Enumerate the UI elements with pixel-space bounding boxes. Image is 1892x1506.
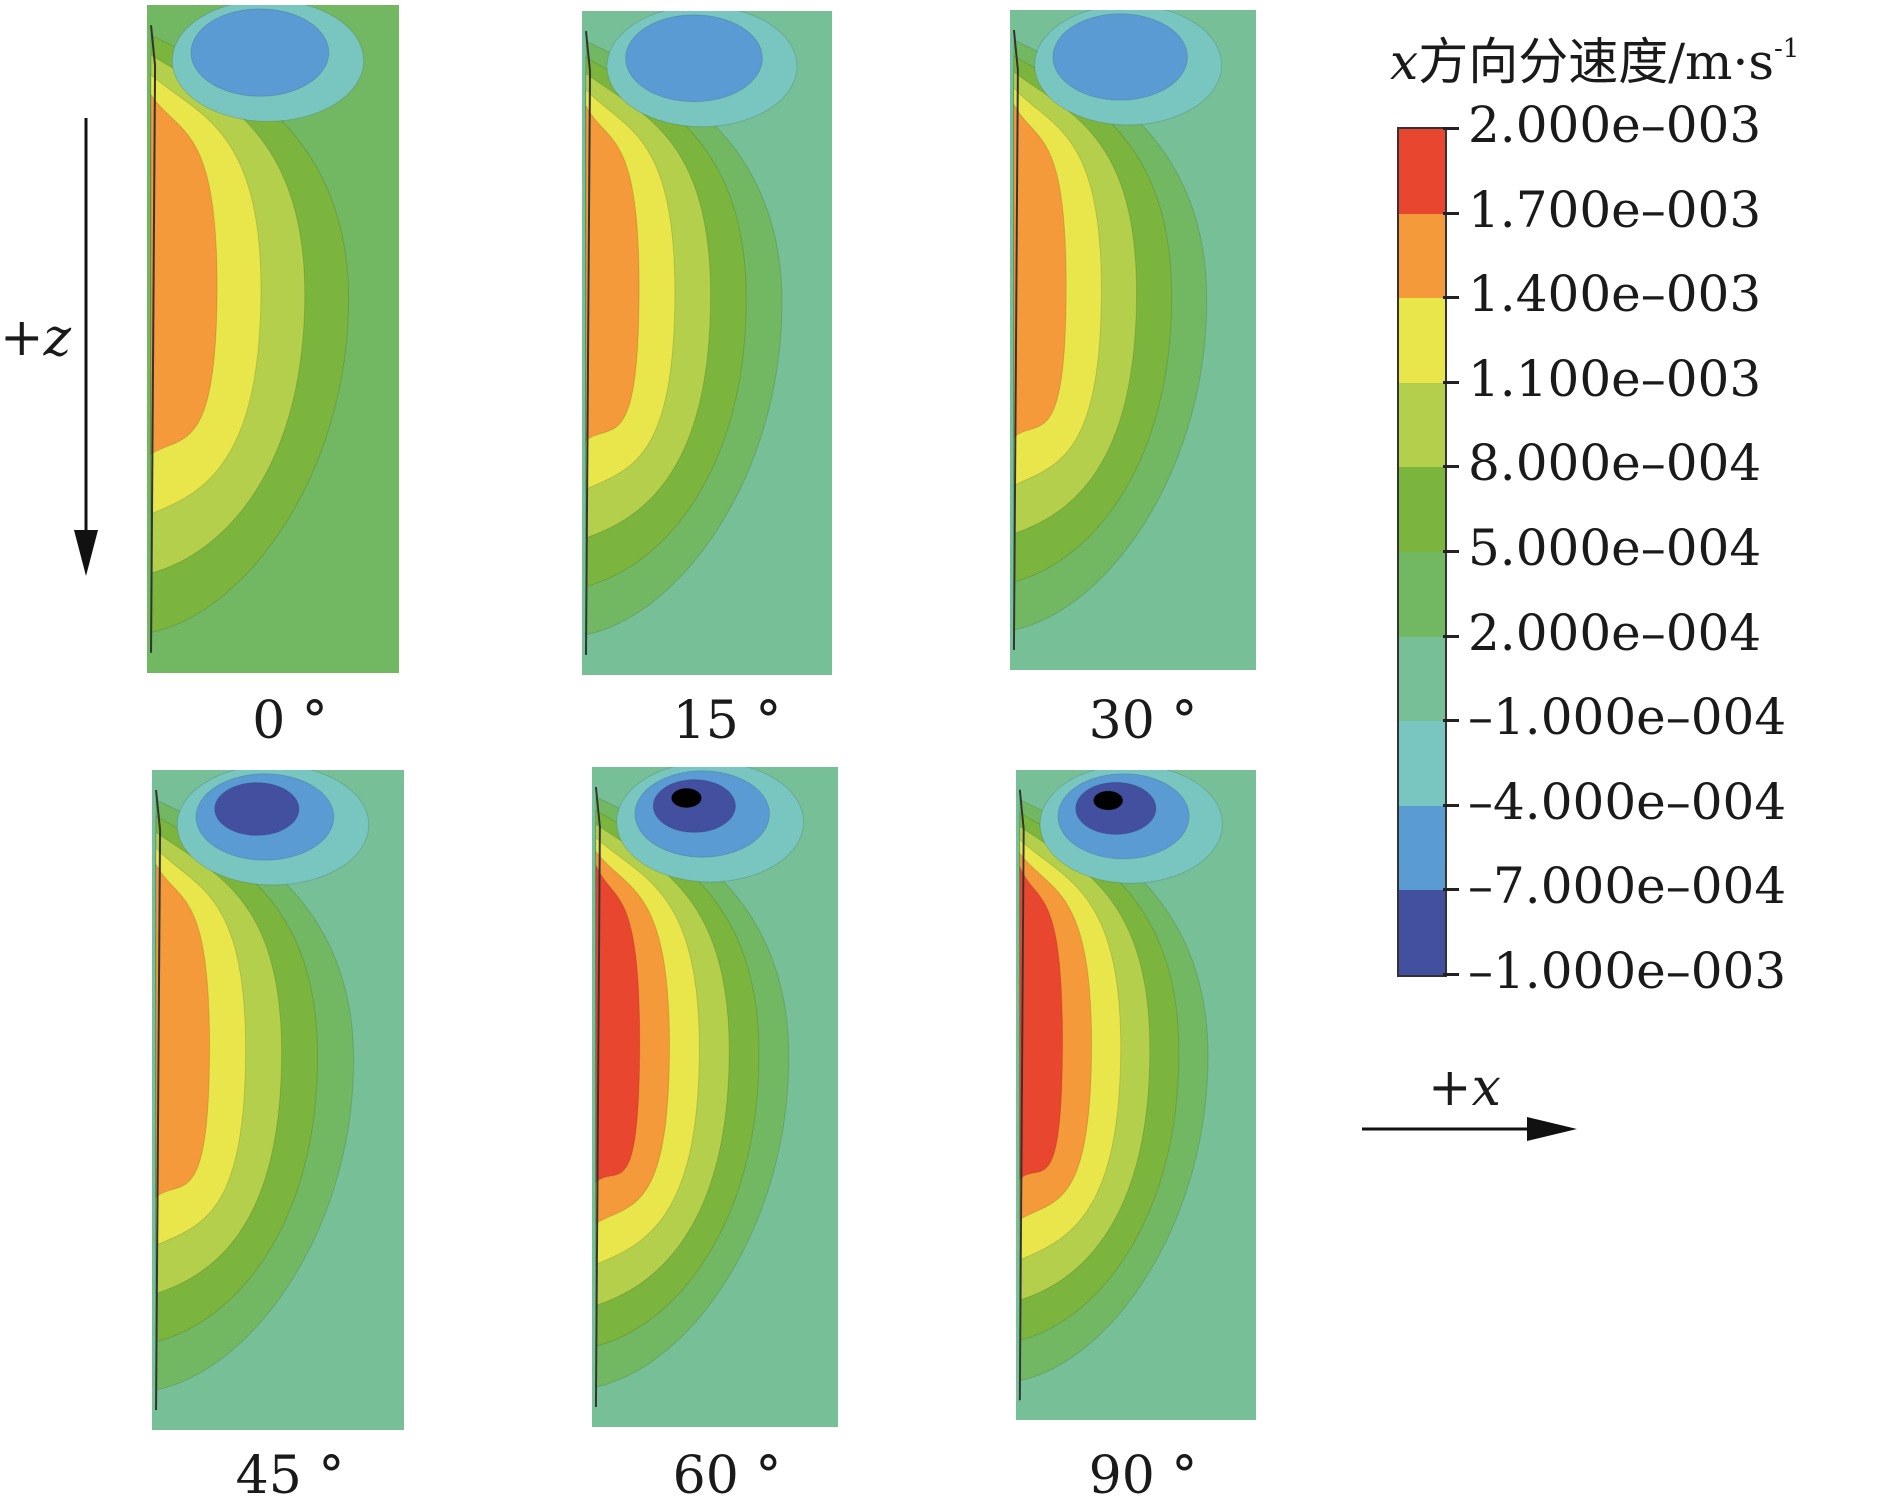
contour-panel-2 [1010, 10, 1256, 670]
panel-label-0: 0 ° [252, 691, 328, 751]
color-bar-tick-label: –1.000e–003 [1468, 942, 1787, 1000]
contour-band [150, 93, 218, 456]
color-bar-tick [1443, 127, 1459, 130]
contour-band [1013, 104, 1067, 439]
color-bar-tick-label: 2.000e–003 [1468, 96, 1762, 154]
color-bar-tick [1443, 634, 1459, 638]
legend-title-text: 方向分速度/m·s [1418, 33, 1775, 91]
color-bar-tick-label: 2.000e–004 [1468, 603, 1762, 662]
panel-label-2: 30 ° [1088, 691, 1198, 751]
contour-plot [1010, 10, 1256, 670]
color-bar-tick [1443, 296, 1459, 300]
color-bar-tick-label: –4.000e–004 [1468, 772, 1787, 831]
color-bar-segment [1399, 382, 1445, 468]
color-bar-segment [1399, 129, 1445, 214]
color-bar-tick-label: 1.700e–003 [1468, 180, 1762, 239]
x-axis-label: +x [1428, 1058, 1501, 1118]
panel-label-1: 15 ° [672, 691, 782, 751]
x-axis-var: x [1471, 1058, 1501, 1118]
wall-line [150, 25, 157, 653]
contour-panel-1 [582, 11, 832, 675]
contour-plot [147, 5, 399, 673]
color-bar-tick [1443, 888, 1459, 892]
contour-eddy [625, 14, 763, 103]
z-axis-var: z [43, 308, 71, 368]
legend-title-var: x [1390, 33, 1419, 91]
wall-line [585, 31, 592, 655]
color-bar-segment [1399, 890, 1445, 975]
color-bar-segment [1399, 467, 1445, 552]
contour-panel-3 [152, 770, 404, 1430]
color-bar-segment [1399, 636, 1445, 722]
z-axis-sign: + [0, 308, 44, 368]
color-bar-tick-label: –1.000e–004 [1468, 688, 1787, 747]
color-bar-segment [1399, 213, 1445, 299]
color-bar-segment [1399, 721, 1445, 806]
contour-eddy [190, 8, 330, 97]
contour-band [585, 105, 640, 442]
color-bar-segment [1399, 298, 1445, 383]
contour-panel-0 [147, 5, 399, 673]
x-axis-sign: + [1428, 1058, 1472, 1118]
wall-line [594, 786, 601, 1408]
contour-band [1019, 866, 1064, 1181]
wall-line [1012, 29, 1019, 651]
legend-title-sup: -1 [1774, 34, 1800, 65]
contour-panel-5 [1016, 770, 1256, 1420]
contour-panel-4 [592, 767, 838, 1427]
color-bar [1397, 127, 1447, 977]
contour-band [155, 864, 211, 1199]
contour-plot [152, 770, 404, 1430]
color-bar-tick [1443, 465, 1459, 469]
contour-eddy [1093, 790, 1124, 811]
contour-eddy [1052, 13, 1189, 101]
wall-line [1018, 789, 1025, 1401]
panel-label-4: 60 ° [672, 1446, 782, 1506]
contour-eddy [214, 782, 300, 836]
contour-plot [592, 767, 838, 1427]
color-bar-tick [1443, 803, 1459, 807]
color-bar-tick [1443, 380, 1459, 384]
color-bar-tick [1443, 719, 1459, 723]
color-bar-segment [1399, 805, 1445, 891]
color-bar-tick-label: 8.000e–004 [1468, 434, 1762, 493]
contour-plot [582, 11, 832, 675]
color-bar-tick-label: 1.400e–003 [1468, 265, 1762, 324]
color-bar-tick [1443, 211, 1459, 215]
contour-eddy [671, 787, 702, 809]
color-bar-tick [1443, 973, 1459, 976]
color-bar-tick [1443, 550, 1459, 553]
x-axis-arrow [1362, 1117, 1577, 1141]
z-axis-label: +z [0, 308, 71, 368]
contour-plot [1016, 770, 1256, 1420]
color-bar-tick-label: –7.000e–004 [1468, 857, 1787, 916]
panel-label-5: 90 ° [1088, 1446, 1198, 1506]
contour-band [595, 864, 641, 1184]
color-bar-segment [1399, 551, 1445, 637]
color-bar-tick-label: 1.100e–003 [1468, 349, 1762, 408]
panel-label-3: 45 ° [235, 1446, 345, 1506]
legend-title: x方向分速度/m·s-1 [1390, 22, 1799, 94]
wall-line [155, 789, 162, 1411]
color-bar-tick-label: 5.000e–004 [1468, 519, 1762, 577]
z-axis-arrow [74, 118, 98, 576]
